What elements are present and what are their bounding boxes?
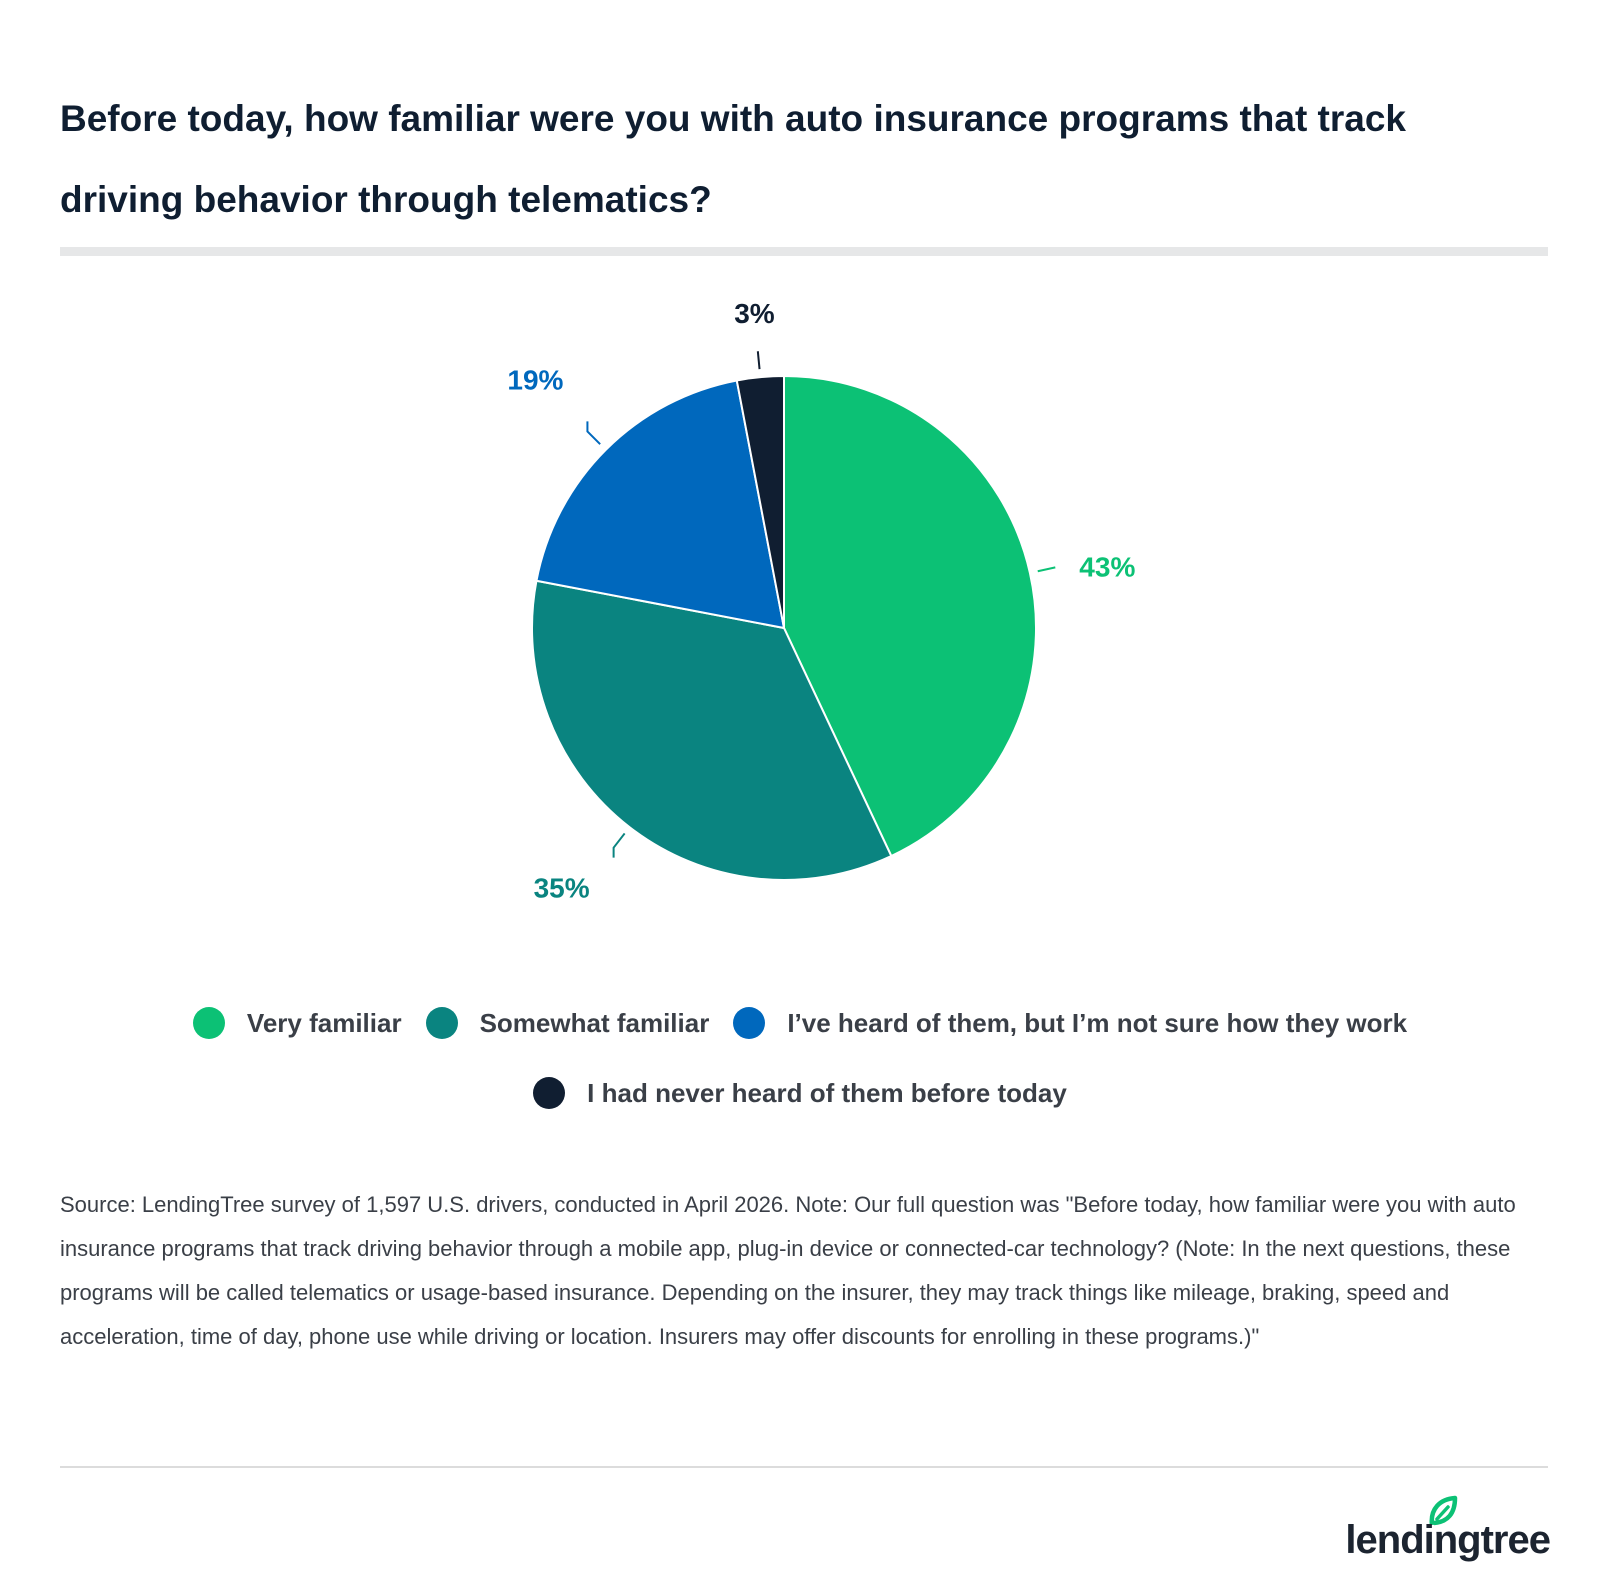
leader-line-somewhat-familiar — [612, 832, 626, 858]
legend-label: I had never heard of them before today — [587, 1077, 1067, 1108]
legend-item-never-heard: I had never heard of them before today — [533, 1077, 1067, 1109]
lendingtree-logo: lendingtree — [1330, 1495, 1551, 1565]
pie-slice-very-familiar — [783, 374, 1037, 858]
pie-chart: 43% 35% 19% 3% — [507, 300, 1135, 904]
legend-swatch — [733, 1007, 766, 1039]
legend-item-very-familiar: Very familiar — [192, 1007, 402, 1039]
pie-slice-somewhat-familiar — [531, 579, 893, 881]
data-label-very-familiar: 43% — [1079, 551, 1135, 582]
legend-swatch — [425, 1007, 458, 1039]
legend-swatch — [192, 1007, 225, 1039]
data-label-heard-of-them: 19% — [507, 364, 563, 395]
data-label-somewhat-familiar: 35% — [534, 873, 590, 904]
data-label-never-heard: 3% — [734, 300, 775, 329]
pie-slice-heard-of-them — [535, 379, 786, 630]
leader-line-heard-of-them — [586, 421, 601, 445]
logo-wordmark: lendingtree — [1345, 1518, 1551, 1562]
title-divider — [60, 247, 1548, 256]
pie-slice-never-heard — [735, 374, 785, 629]
legend-item-somewhat-familiar: Somewhat familiar — [425, 1007, 710, 1039]
legend-row-2: I had never heard of them before today — [100, 1077, 1500, 1109]
legend-label: Somewhat familiar — [479, 1007, 710, 1038]
legend: Very familiar Somewhat familiar I’ve hea… — [100, 1007, 1500, 1039]
footer-divider — [60, 1466, 1548, 1468]
leader-line-very-familiar — [1037, 566, 1056, 573]
leader-line-never-heard — [756, 351, 761, 370]
source-note: Source: LendingTree survey of 1,597 U.S.… — [60, 1192, 1516, 1349]
legend-item-heard-of-them: I’ve heard of them, but I’m not sure how… — [733, 1007, 1407, 1039]
legend-swatch — [533, 1077, 566, 1109]
legend-label: Very familiar — [246, 1007, 402, 1038]
leaf-icon — [1429, 1495, 1458, 1526]
chart-title: Before today, how familiar were you with… — [60, 98, 1407, 220]
legend-label: I’ve heard of them, but I’m not sure how… — [787, 1007, 1408, 1038]
